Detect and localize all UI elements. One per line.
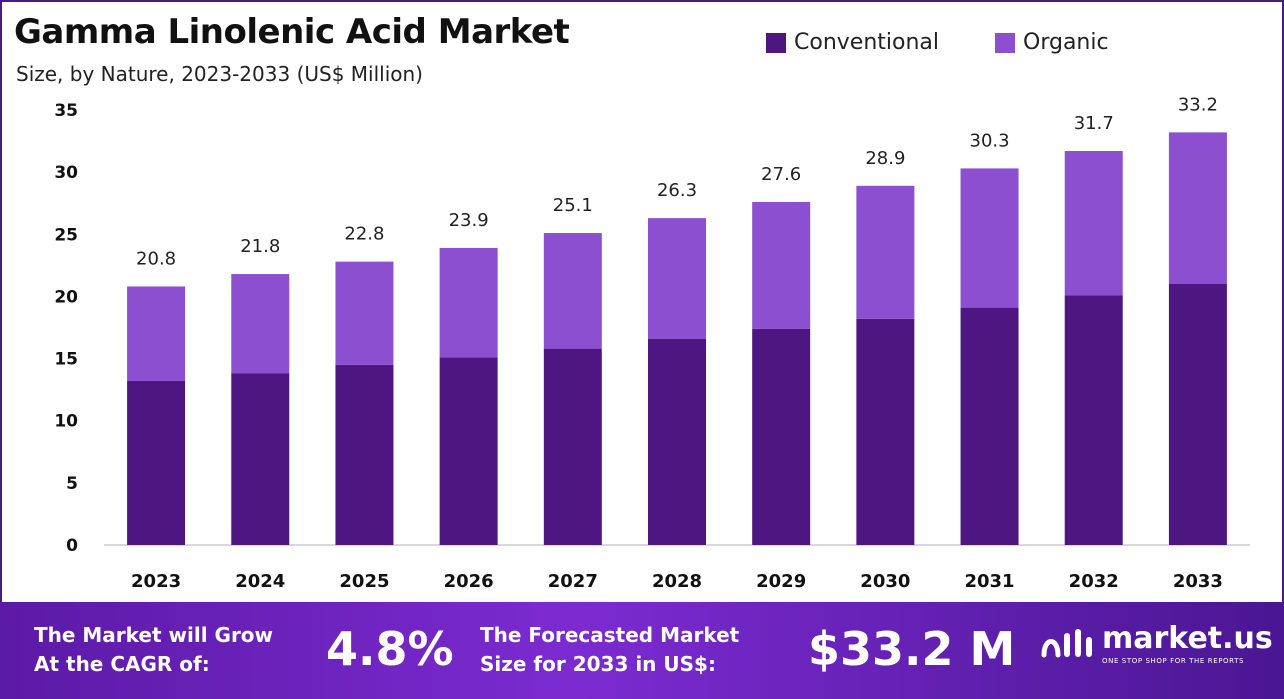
x-tick-label: 2026 xyxy=(444,571,494,592)
bar-organic-2029 xyxy=(752,201,811,329)
chart-subtitle: Size, by Nature, 2023-2033 (US$ Million) xyxy=(16,62,423,86)
bar-organic-2028 xyxy=(648,218,706,339)
bar-conventional-2024 xyxy=(231,373,290,545)
y-tick-label: 20 xyxy=(54,287,78,307)
bar-organic-2030 xyxy=(856,185,915,319)
bar-conventional-2031 xyxy=(960,307,1019,545)
data-label-total: 33.2 xyxy=(1178,94,1218,115)
y-tick-label: 5 xyxy=(66,474,78,494)
bar-organic-2033 xyxy=(1168,132,1227,284)
bar-conventional-2027 xyxy=(543,348,602,545)
brand-tagline: ONE STOP SHOP FOR THE REPORTS xyxy=(1102,657,1245,665)
x-tick-label: 2023 xyxy=(131,571,181,592)
bar-conventional-2029 xyxy=(752,328,811,545)
x-tick-label: 2033 xyxy=(1173,571,1223,592)
data-label-total: 25.1 xyxy=(553,195,593,216)
data-label-total: 30.3 xyxy=(970,130,1010,151)
bar-organic-2025 xyxy=(335,261,394,365)
data-label-total: 22.8 xyxy=(344,224,384,245)
brand-logo: market.us ONE STOP SHOP FOR THE REPORTS xyxy=(1040,624,1273,665)
market-us-logo-icon xyxy=(1041,628,1092,657)
bar-conventional-2030 xyxy=(856,318,915,545)
chart-title: Gamma Linolenic Acid Market xyxy=(14,12,570,52)
legend-label-conventional: Conventional xyxy=(794,30,939,55)
bar-conventional-2028 xyxy=(648,338,706,545)
y-tick-label: 15 xyxy=(54,350,78,370)
y-tick-label: 30 xyxy=(54,163,78,183)
brand-name: market.us xyxy=(1102,621,1273,656)
data-label-total: 28.9 xyxy=(865,148,905,169)
x-axis: 2023 2024 2025 2026 2027 2028 2029 2030 2031 2032… xyxy=(131,571,1223,592)
cagr-value: 4.8% xyxy=(326,622,454,676)
legend-swatch-organic xyxy=(995,32,1015,53)
y-tick-label: 0 xyxy=(66,536,78,556)
x-tick-label: 2024 xyxy=(235,571,285,592)
y-axis: 0 5 10 15 20 25 30 35 xyxy=(54,101,78,556)
bars: 20.8 21.8 22.8 23.9 25.1 26.3 27.6 28.9 30.3 31.7… xyxy=(127,94,1227,545)
data-label-total: 21.8 xyxy=(240,236,280,257)
legend-item-conventional: Conventional xyxy=(766,30,939,55)
y-tick-label: 10 xyxy=(54,412,78,432)
x-tick-label: 2031 xyxy=(964,571,1014,592)
x-tick-label: 2025 xyxy=(339,571,389,592)
bar-organic-2024 xyxy=(231,274,290,374)
x-tick-label: 2029 xyxy=(756,571,806,592)
footer-banner: The Market will Grow At the CAGR of: 4.8… xyxy=(0,602,1284,699)
forecast-value: $33.2 M xyxy=(808,622,1016,676)
data-label-total: 27.6 xyxy=(761,164,801,185)
bar-organic-2031 xyxy=(960,168,1019,308)
legend-item-organic: Organic xyxy=(995,30,1109,55)
x-tick-label: 2027 xyxy=(548,571,598,592)
forecast-label: The Forecasted Market Size for 2033 in U… xyxy=(480,623,740,676)
legend-swatch-conventional xyxy=(766,32,786,53)
data-label-total: 26.3 xyxy=(657,180,697,201)
cagr-label: The Market will Grow At the CAGR of: xyxy=(34,623,274,676)
data-label-total: 31.7 xyxy=(1074,113,1114,134)
bar-organic-2026 xyxy=(439,247,498,358)
bar-organic-2027 xyxy=(543,233,602,349)
bar-conventional-2032 xyxy=(1064,295,1123,545)
data-label-total: 20.8 xyxy=(136,248,176,269)
bar-conventional-2033 xyxy=(1168,284,1227,545)
legend-label-organic: Organic xyxy=(1023,30,1109,55)
x-tick-label: 2032 xyxy=(1069,571,1119,592)
y-tick-label: 25 xyxy=(54,225,78,245)
bar-organic-2032 xyxy=(1064,151,1123,296)
y-tick-label: 35 xyxy=(54,101,78,121)
bar-conventional-2026 xyxy=(439,357,498,545)
x-tick-label: 2030 xyxy=(860,571,910,592)
data-label-total: 23.9 xyxy=(449,210,489,231)
bar-conventional-2025 xyxy=(335,364,394,545)
bar-conventional-2023 xyxy=(127,380,186,545)
chart-legend: Conventional Organic xyxy=(766,30,1109,55)
x-tick-label: 2028 xyxy=(652,571,702,592)
bar-organic-2023 xyxy=(127,286,186,381)
